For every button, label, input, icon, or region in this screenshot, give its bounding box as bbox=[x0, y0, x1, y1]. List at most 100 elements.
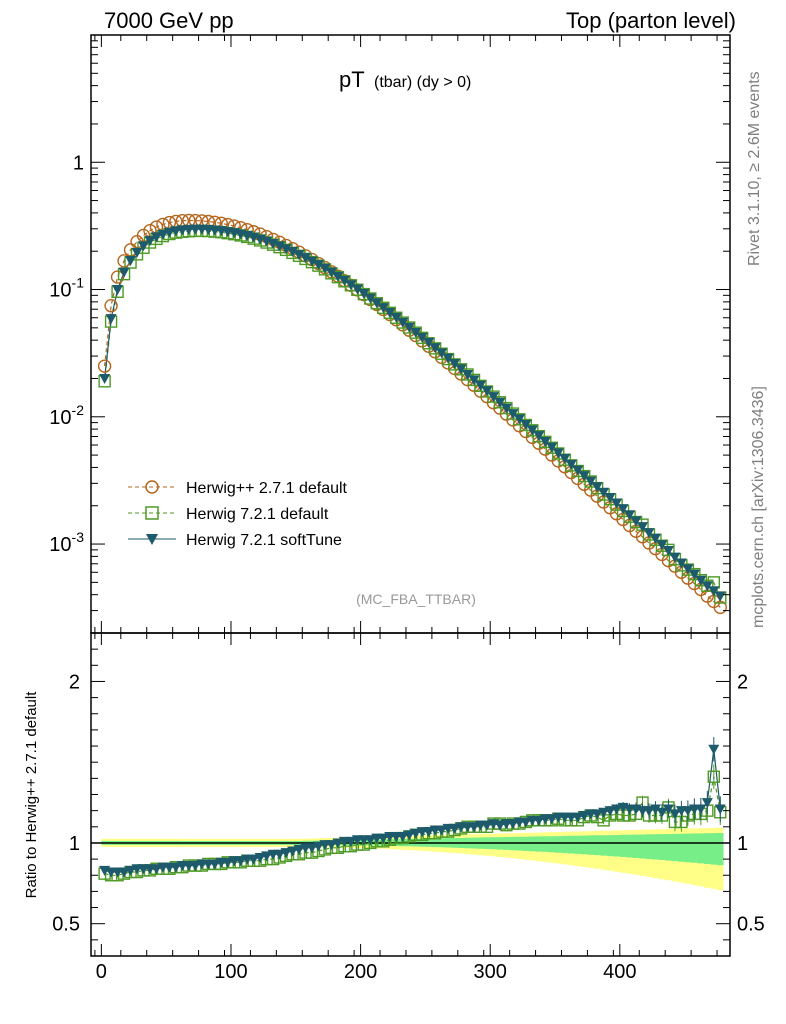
main-point-2 bbox=[144, 236, 156, 247]
main-point-2 bbox=[649, 533, 661, 544]
main-line-0 bbox=[104, 219, 721, 608]
main-point-2 bbox=[656, 540, 668, 551]
ratio-point-1 bbox=[306, 843, 318, 854]
ratio-band-green bbox=[101, 833, 724, 866]
y-tick-label: 10-2 bbox=[49, 402, 84, 429]
ratio-point-1 bbox=[423, 827, 435, 838]
ratio-point-1 bbox=[150, 864, 162, 875]
x-tick-label: 400 bbox=[603, 961, 636, 983]
ratio-point-1 bbox=[377, 833, 389, 844]
ratio-point-1 bbox=[701, 798, 713, 809]
y-tick-label: 10-1 bbox=[49, 275, 84, 302]
ratio-point-1 bbox=[468, 822, 480, 833]
main-point-2 bbox=[416, 332, 428, 343]
main-point-2 bbox=[494, 397, 506, 408]
main-point-2 bbox=[358, 289, 370, 300]
main-point-1 bbox=[584, 475, 597, 488]
main-point-2 bbox=[682, 564, 694, 575]
ratio-point-1 bbox=[274, 849, 286, 860]
ratio-point-1 bbox=[714, 804, 726, 815]
main-point-2 bbox=[280, 244, 292, 255]
ratio-point-1 bbox=[578, 810, 590, 821]
main-point-2 bbox=[112, 285, 124, 296]
ratio-point-1 bbox=[533, 815, 545, 826]
main-point-2 bbox=[429, 343, 441, 354]
main-point-2 bbox=[630, 516, 642, 527]
ratio-point-1 bbox=[695, 804, 707, 815]
ratio-point-1 bbox=[598, 807, 610, 818]
main-point-2 bbox=[578, 471, 590, 482]
main-point-2 bbox=[637, 522, 649, 533]
main-point-2 bbox=[552, 448, 564, 459]
main-point-2 bbox=[410, 327, 422, 338]
ratio-point-1 bbox=[410, 828, 422, 839]
ratio-point-1 bbox=[235, 856, 247, 867]
x-tick-label: 200 bbox=[344, 961, 377, 983]
y-tick-label: 10-3 bbox=[49, 529, 84, 556]
main-series-lines bbox=[104, 219, 721, 608]
ratio-y-tick-label: 0.5 bbox=[52, 914, 80, 936]
main-point-2 bbox=[99, 373, 111, 384]
main-point-2 bbox=[157, 229, 169, 240]
main-point-2 bbox=[526, 425, 538, 436]
ratio-point-1 bbox=[254, 852, 266, 863]
ratio-y-tick-label-right: 2 bbox=[737, 671, 748, 693]
main-point-2 bbox=[462, 369, 474, 380]
main-point-2 bbox=[714, 591, 726, 602]
ratio-point-1 bbox=[222, 857, 234, 868]
main-series-markers bbox=[97, 213, 727, 615]
main-point-2 bbox=[708, 586, 720, 597]
axes-ticks: 0 100 200 300 400 1 10-1 10-2 10-3 0.5 0.5 1 1 2 2 bbox=[49, 34, 765, 983]
main-point-2 bbox=[306, 256, 318, 267]
ratio-point-1 bbox=[280, 848, 292, 859]
ratio-uncertainty-bands bbox=[91, 827, 730, 891]
main-point-2 bbox=[695, 575, 707, 586]
main-point-1 bbox=[552, 447, 565, 460]
main-point-2 bbox=[585, 476, 597, 487]
main-point-2 bbox=[131, 247, 143, 258]
main-point-2 bbox=[125, 256, 137, 267]
main-point-2 bbox=[500, 403, 512, 414]
header-level-label: Top (parton level) bbox=[566, 8, 736, 33]
ratio-point-1 bbox=[611, 804, 623, 815]
ratio-y-tick-label: 2 bbox=[69, 671, 80, 693]
main-title-prefix: pT bbox=[339, 67, 365, 92]
main-point-2 bbox=[474, 380, 486, 391]
legend-marker-softtune bbox=[146, 534, 158, 545]
main-point-2 bbox=[442, 353, 454, 364]
main-point-2 bbox=[332, 271, 344, 282]
legend-label-softtune: Herwig 7.2.1 softTune bbox=[186, 532, 342, 549]
ratio-point-1 bbox=[546, 814, 558, 825]
ratio-point-1 bbox=[662, 804, 674, 815]
main-point-2 bbox=[591, 482, 603, 493]
main-point-2 bbox=[274, 241, 286, 252]
main-point-2 bbox=[345, 280, 357, 291]
ratio-point-1 bbox=[643, 806, 655, 817]
ratio-point-0 bbox=[707, 770, 720, 783]
ratio-point-1 bbox=[287, 846, 299, 857]
main-point-2 bbox=[325, 267, 337, 278]
main-point-2 bbox=[118, 267, 130, 278]
main-point-2 bbox=[293, 250, 305, 261]
main-point-2 bbox=[397, 317, 409, 328]
main-point-2 bbox=[468, 375, 480, 386]
main-point-2 bbox=[150, 232, 162, 243]
main-point-2 bbox=[384, 307, 396, 318]
ratio-point-1 bbox=[481, 820, 493, 831]
x-tick-label: 300 bbox=[474, 961, 507, 983]
main-point-2 bbox=[455, 364, 467, 375]
main-point-2 bbox=[364, 293, 376, 304]
ratio-point-1 bbox=[591, 809, 603, 820]
main-point-2 bbox=[701, 581, 713, 592]
ratio-point-1 bbox=[125, 865, 137, 876]
main-point-2 bbox=[662, 545, 674, 556]
main-point-2 bbox=[565, 459, 577, 470]
main-point-2 bbox=[163, 227, 175, 238]
legend-label-herwigpp: Herwig++ 2.7.1 default bbox=[186, 480, 348, 497]
main-point-2 bbox=[105, 314, 117, 325]
ratio-point-1 bbox=[656, 807, 668, 818]
ratio-point-1 bbox=[332, 838, 344, 849]
legend: Herwig++ 2.7.1 default Herwig 7.2.1 defa… bbox=[128, 480, 348, 549]
main-point-2 bbox=[481, 386, 493, 397]
ratio-plot-frame bbox=[90, 632, 731, 957]
